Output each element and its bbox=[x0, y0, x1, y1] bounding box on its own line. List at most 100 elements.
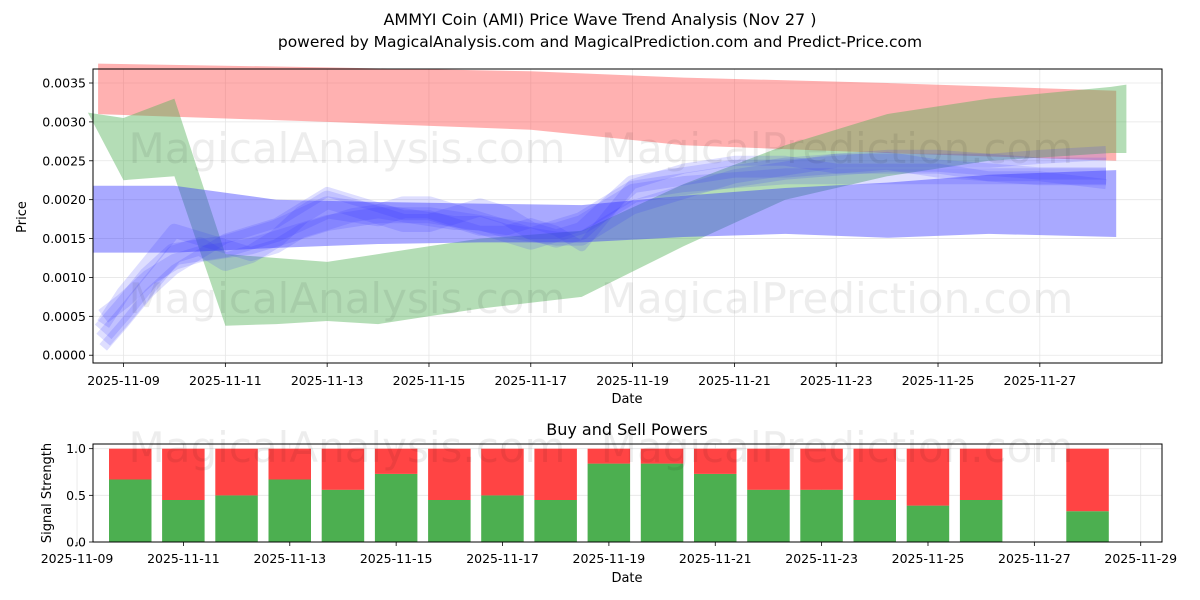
sell-bar-2025-11-16 bbox=[428, 448, 471, 500]
buy-bar-2025-11-19 bbox=[587, 463, 631, 542]
price-panel: MagicalAnalysis.com MagicalPrediction.co… bbox=[15, 63, 1163, 407]
price-y-tick-label-4: 0.0020 bbox=[42, 192, 86, 207]
price-x-axis: 2025-11-09 2025-11-11 2025-11-13 2025-11-15… bbox=[87, 363, 1076, 388]
buy-bar-2025-11-21 bbox=[694, 473, 737, 542]
price-y-tick-label-3: 0.0015 bbox=[42, 231, 86, 246]
sell-bar-2025-11-18 bbox=[534, 448, 577, 500]
buy-bar-2025-11-17 bbox=[481, 495, 524, 542]
price-x-label: Date bbox=[611, 392, 642, 407]
buy-bar-2025-11-10 bbox=[109, 479, 152, 542]
watermark-analysis-bottom: MagicalAnalysis.com bbox=[129, 423, 566, 472]
watermark-prediction-mid: MagicalPrediction.com bbox=[601, 274, 1074, 323]
sell-bar-2025-11-10 bbox=[109, 448, 152, 480]
price-y-tick-label-2: 0.0010 bbox=[42, 270, 86, 285]
price-x-tick-label-3: 2025-11-15 bbox=[393, 373, 466, 388]
signal-x-tick-label-3: 2025-11-15 bbox=[360, 551, 433, 566]
buy-bar-2025-11-23 bbox=[800, 489, 843, 542]
price-wave-1 bbox=[96, 151, 1106, 346]
sell-bar-2025-11-23 bbox=[800, 448, 843, 490]
buy-bar-2025-11-26 bbox=[959, 500, 1003, 542]
sell-bar-2025-11-11 bbox=[162, 448, 205, 500]
buy-bar-2025-11-11 bbox=[162, 500, 205, 542]
signal-x-tick-label-4: 2025-11-17 bbox=[466, 551, 539, 566]
price-x-tick-label-8: 2025-11-25 bbox=[902, 373, 975, 388]
price-wave-4 bbox=[98, 168, 1106, 323]
price-y-tick-label-7: 0.0035 bbox=[42, 76, 86, 91]
sell-bar-2025-11-14 bbox=[321, 448, 365, 490]
price-x-tick-label-1: 2025-11-11 bbox=[189, 373, 262, 388]
signal-y-axis: 0.0 0.5 1.0 bbox=[66, 441, 93, 550]
buy-bar-2025-11-24 bbox=[853, 500, 896, 542]
watermark-analysis-mid: MagicalAnalysis.com bbox=[129, 274, 566, 323]
sell-bar-2025-11-25 bbox=[906, 448, 950, 506]
buy-bar-2025-11-16 bbox=[428, 500, 471, 542]
trend-bands bbox=[87, 63, 1127, 326]
price-x-tick-label-9: 2025-11-27 bbox=[1004, 373, 1077, 388]
signal-x-tick-label-0: 2025-11-09 bbox=[41, 551, 114, 566]
buy-bar-2025-11-20 bbox=[640, 463, 684, 542]
buy-bar-2025-11-12 bbox=[215, 495, 258, 542]
price-waves bbox=[94, 146, 1107, 351]
signal-y-tick-label-1: 0.5 bbox=[66, 488, 86, 503]
price-wave-2 bbox=[97, 146, 1107, 328]
sell-bar-2025-11-19 bbox=[587, 448, 631, 464]
sell-bar-2025-11-28 bbox=[1066, 448, 1109, 512]
sell-bar-2025-11-13 bbox=[268, 448, 311, 480]
sell-bar-2025-11-17 bbox=[481, 448, 524, 496]
price-y-tick-label-1: 0.0005 bbox=[42, 309, 86, 324]
signal-x-tick-label-8: 2025-11-25 bbox=[892, 551, 965, 566]
buy-bar-2025-11-25 bbox=[906, 505, 950, 542]
signal-panel: Buy and Sell Powers MagicalAnalysis.com … bbox=[40, 420, 1177, 586]
signal-x-tick-label-6: 2025-11-21 bbox=[679, 551, 752, 566]
signal-x-tick-label-2: 2025-11-13 bbox=[253, 551, 326, 566]
watermark-analysis-top: MagicalAnalysis.com bbox=[129, 124, 566, 173]
price-plot-frame bbox=[92, 68, 1163, 364]
sell-bar-2025-11-26 bbox=[959, 448, 1003, 500]
price-x-tick-label-7: 2025-11-23 bbox=[800, 373, 873, 388]
price-x-tick-label-5: 2025-11-19 bbox=[596, 373, 669, 388]
signal-x-tick-label-7: 2025-11-23 bbox=[785, 551, 858, 566]
sell-bar-2025-11-22 bbox=[747, 448, 790, 490]
watermark-prediction-top: MagicalPrediction.com bbox=[601, 124, 1074, 173]
signal-title: Buy and Sell Powers bbox=[546, 420, 708, 439]
chart-title: AMMYI Coin (AMI) Price Wave Trend Analys… bbox=[383, 10, 816, 29]
price-wave-0 bbox=[94, 149, 1106, 340]
signal-x-label: Date bbox=[611, 571, 642, 586]
price-grid bbox=[93, 69, 1162, 363]
signal-bars bbox=[109, 448, 1109, 542]
watermark-prediction-bottom: MagicalPrediction.com bbox=[601, 423, 1074, 472]
price-x-tick-label-2: 2025-11-13 bbox=[291, 373, 364, 388]
price-x-tick-label-4: 2025-11-17 bbox=[494, 373, 567, 388]
sell-bar-2025-11-21 bbox=[694, 448, 737, 474]
price-x-tick-label-6: 2025-11-21 bbox=[698, 373, 771, 388]
signal-x-tick-label-1: 2025-11-11 bbox=[147, 551, 220, 566]
price-x-tick-label-0: 2025-11-09 bbox=[87, 373, 160, 388]
signal-x-tick-label-5: 2025-11-19 bbox=[573, 551, 646, 566]
price-y-label: Price bbox=[15, 201, 30, 233]
sell-bar-2025-11-24 bbox=[853, 448, 896, 500]
sell-bar-2025-11-12 bbox=[215, 448, 258, 496]
signal-y-tick-label-0: 0.0 bbox=[66, 535, 86, 550]
buy-bar-2025-11-15 bbox=[374, 473, 418, 542]
buy-bar-2025-11-18 bbox=[534, 500, 577, 542]
buy-bar-2025-11-22 bbox=[747, 489, 790, 542]
price-y-tick-label-5: 0.0025 bbox=[42, 153, 86, 168]
price-y-tick-label-0: 0.0000 bbox=[42, 348, 86, 363]
signal-y-label: Signal Strength bbox=[40, 443, 55, 543]
buy-bar-2025-11-13 bbox=[268, 479, 311, 542]
chart-subtitle: powered by MagicalAnalysis.com and Magic… bbox=[278, 33, 922, 51]
price-y-tick-label-6: 0.0030 bbox=[42, 114, 86, 129]
signal-x-axis: 2025-11-09 2025-11-11 2025-11-13 2025-11-15… bbox=[41, 542, 1177, 566]
sell-bar-2025-11-20 bbox=[640, 448, 684, 464]
signal-plot-frame bbox=[92, 443, 1163, 543]
trend-band-1 bbox=[87, 84, 1127, 326]
buy-bar-2025-11-14 bbox=[321, 489, 365, 542]
sell-bar-2025-11-15 bbox=[374, 448, 418, 474]
price-wave-3 bbox=[99, 155, 1107, 351]
buy-bar-2025-11-28 bbox=[1066, 511, 1109, 542]
price-y-axis: 0.0000 0.0005 0.0010 0.0015 0.0020 0.0025 0.00… bbox=[42, 76, 93, 363]
signal-y-tick-label-2: 1.0 bbox=[66, 441, 86, 456]
signal-x-tick-label-9: 2025-11-27 bbox=[998, 551, 1071, 566]
trend-band-2 bbox=[93, 170, 1117, 253]
